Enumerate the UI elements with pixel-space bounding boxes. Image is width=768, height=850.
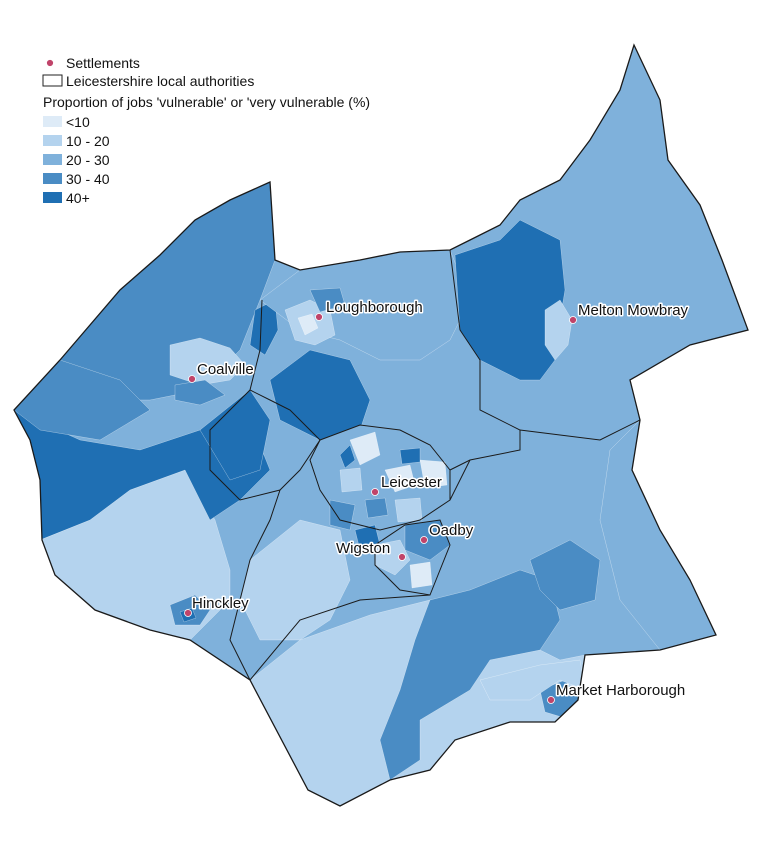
settlement-marker-hinckley [184,609,192,617]
legend-title: Proportion of jobs 'vulnerable' or 'very… [43,94,370,110]
legend-class-label-2: 20 - 30 [66,152,110,168]
legend-class-swatch-0 [43,116,62,127]
legend-class-swatch-4 [43,192,62,203]
settlement-marker-wigston [398,553,406,561]
legend-class-label-0: <10 [66,114,90,130]
area-harborough-corridor [379,569,561,781]
settlement-label-market-harborough: Market Harborough [556,682,685,699]
area-leicester-cell-3 [339,467,363,493]
legend-authority-swatch [42,74,63,87]
boundary-hinckley-blaby [229,489,281,681]
area-leicester-cell-6 [364,497,389,519]
area-coalville-dark [174,379,226,406]
boundary-melton-charnwood [449,249,521,471]
settlement-marker-melton-mowbray [569,316,577,324]
boundary-nwleics-charnwood [249,299,321,441]
boundary-melton-harborough [519,419,641,441]
legend-class-swatch-1 [43,135,62,146]
legend-authorities-label: Leicestershire local authorities [66,73,254,89]
legend: Settlements Leicestershire local authori… [42,55,370,206]
legend-class-swatch-3 [43,173,62,184]
area-loughborough-dark [309,287,346,313]
authority-boundaries [13,43,749,807]
boundary-leicester-city [309,424,451,531]
settlement-marker-oadby [420,536,428,544]
settlement-marker-loughborough [315,313,323,321]
settlement-marker-coalville [188,375,196,383]
legend-class-label-4: 40+ [66,190,90,206]
area-leicester-cell-2 [384,464,416,493]
county-outline [13,43,749,807]
area-leicester-cell-4 [419,459,448,489]
settlement-label-coalville: Coalville [197,361,254,378]
area-melton-light [544,299,573,361]
legend-settlement-swatch [46,59,54,67]
legend-class-label-3: 30 - 40 [66,171,110,187]
legend-settlements-label: Settlements [66,55,140,71]
settlement-label-melton-mowbray: Melton Mowbray [578,302,689,319]
area-west-dark-2 [199,389,271,481]
area-leicester-cell-1 [349,431,381,466]
boundary-hinckley-charnwood [209,389,321,501]
settlement-label-leicester: Leicester [381,474,442,491]
area-wigston-south [409,561,433,589]
legend-class-label-1: 10 - 20 [66,133,110,149]
settlement-label-hinckley: Hinckley [192,595,249,612]
boundary-oadby-wigston [374,519,451,596]
settlement-label-wigston: Wigston [336,540,390,557]
settlement-marker-market-harborough [547,696,555,704]
boundary-blaby-harborough [249,594,431,681]
area-coalville-light [169,337,246,386]
settlement-label-loughborough: Loughborough [326,299,423,316]
area-harborough-east-light [479,659,586,701]
area-loughborough-centre [297,313,319,336]
settlement-label-oadby: Oadby [429,522,474,539]
area-leicester-cell-8 [399,447,421,465]
settlement-marker-leicester [371,488,379,496]
area-leicester-cell-5 [394,497,423,523]
legend-class-swatch-2 [43,154,62,165]
settlements: Loughborough Melton Mowbray Coalville Le… [184,298,690,704]
area-leicester-cell-9 [339,444,356,469]
boundary-city-harborough [449,459,471,501]
area-harborough-east [529,539,601,611]
area-blaby [239,519,351,641]
area-charnwood-dark [269,349,371,441]
